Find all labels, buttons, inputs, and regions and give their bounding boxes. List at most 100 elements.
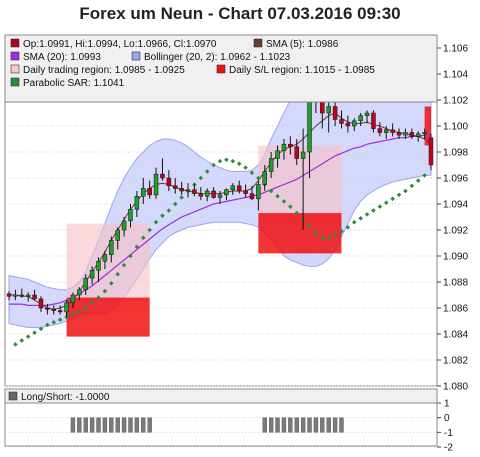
sar-dot bbox=[364, 212, 370, 217]
long-short-bar bbox=[102, 417, 108, 433]
candle-body bbox=[415, 133, 421, 137]
sar-dot bbox=[281, 199, 287, 204]
long-short-bar bbox=[320, 417, 325, 433]
candle-body bbox=[275, 150, 280, 159]
candle-body bbox=[141, 188, 146, 197]
candle-body bbox=[89, 270, 95, 279]
legend-swatch-long-short bbox=[8, 391, 18, 401]
lower-y-tick-label: 0 bbox=[444, 413, 450, 424]
candle-body bbox=[345, 123, 351, 127]
candle-body bbox=[409, 132, 415, 137]
candle-body bbox=[192, 189, 197, 194]
candle-body bbox=[115, 229, 120, 241]
sar-dot bbox=[307, 223, 312, 229]
candle-body bbox=[377, 128, 383, 133]
candle-body bbox=[57, 310, 63, 313]
long-short-bar bbox=[115, 417, 120, 433]
candle-body bbox=[83, 277, 88, 291]
candle-body bbox=[204, 190, 210, 197]
candle-body bbox=[256, 184, 261, 200]
candle-body bbox=[153, 173, 159, 196]
main-legend: Op:1.0991, Hi:1.0994, Lo:1.0966, Cl:1.09… bbox=[4, 34, 438, 103]
legend-text-parabolic-sar: Parabolic SAR: 1.1041 bbox=[23, 78, 125, 89]
candle-body bbox=[396, 132, 402, 136]
candle-body bbox=[230, 185, 236, 190]
candle-body bbox=[224, 189, 229, 196]
candle-body bbox=[288, 143, 293, 148]
sar-dot bbox=[128, 253, 133, 259]
long-short-bar bbox=[268, 417, 274, 433]
y-tick-label: 1.086 bbox=[443, 304, 468, 315]
candle-body bbox=[371, 112, 376, 129]
long-short-bar bbox=[134, 417, 140, 433]
sl-region bbox=[424, 106, 431, 146]
y-tick-label: 1.106 bbox=[443, 44, 468, 55]
sar-dot bbox=[358, 216, 363, 221]
sar-dot bbox=[352, 219, 357, 225]
long-short-bar bbox=[83, 417, 88, 433]
candle-body bbox=[300, 151, 306, 159]
y-tick-label: 1.092 bbox=[443, 226, 468, 237]
long-short-bar bbox=[281, 417, 287, 433]
sar-dot bbox=[383, 200, 389, 205]
candle-body bbox=[179, 188, 184, 192]
candle-body bbox=[249, 193, 255, 200]
candle-body bbox=[70, 294, 76, 304]
candle-body bbox=[45, 307, 50, 310]
candle-body bbox=[109, 240, 114, 255]
y-tick-label: 1.100 bbox=[443, 122, 468, 133]
candle-body bbox=[390, 129, 395, 133]
y-tick-label: 1.102 bbox=[443, 96, 468, 107]
candle-body bbox=[326, 106, 331, 114]
candle-body bbox=[96, 260, 101, 271]
legend-text-sma5: SMA (5): 1.0986 bbox=[266, 39, 339, 50]
y-tick-label: 1.080 bbox=[443, 382, 468, 393]
candle-body bbox=[134, 195, 140, 210]
y-tick-label: 1.088 bbox=[443, 278, 468, 289]
candle-body bbox=[294, 146, 299, 159]
y-tick-label: 1.084 bbox=[443, 330, 468, 341]
sl-region bbox=[258, 213, 342, 254]
legend-text-bollinger: Bollinger (20, 2): 1.0962 - 1.1023 bbox=[144, 52, 291, 63]
legend-swatch-sma5 bbox=[253, 38, 263, 48]
candle-body bbox=[64, 302, 69, 313]
long-short-bar bbox=[141, 417, 146, 433]
long-short-bar bbox=[275, 417, 280, 433]
chart-title: Forex um Neun - Chart 07.03.2016 09:30 bbox=[79, 4, 401, 23]
candle-body bbox=[173, 185, 178, 189]
candle-body bbox=[339, 119, 344, 124]
candle-body bbox=[332, 106, 338, 120]
candle-body bbox=[51, 309, 56, 311]
y-tick-label: 1.098 bbox=[443, 148, 468, 159]
legend-text-trading-region: Daily trading region: 1.0985 - 1.0925 bbox=[23, 65, 185, 76]
long-short-bar bbox=[70, 417, 76, 433]
candle-body bbox=[147, 188, 152, 196]
sl-region bbox=[66, 297, 150, 337]
candle-body bbox=[6, 293, 12, 297]
candle-body bbox=[236, 185, 242, 192]
candle-body bbox=[352, 120, 357, 127]
candle-body bbox=[211, 190, 216, 198]
candle-body bbox=[217, 194, 223, 198]
long-short-bar bbox=[288, 417, 293, 433]
candle-body bbox=[77, 289, 82, 296]
sar-dot bbox=[390, 196, 395, 202]
legend-swatch-sl-region bbox=[216, 64, 226, 74]
long-short-bar bbox=[89, 417, 95, 433]
lower-content bbox=[70, 417, 344, 433]
trading-region bbox=[66, 223, 150, 302]
legend-swatch-ohlc bbox=[10, 38, 20, 48]
candle-body bbox=[281, 143, 287, 151]
sar-dot bbox=[51, 320, 57, 325]
legend-swatch-trading-region bbox=[10, 64, 20, 74]
legend-text-sl-region: Daily S/L region: 1.1015 - 1.0985 bbox=[229, 65, 375, 76]
main-content bbox=[6, 63, 434, 347]
candle-body bbox=[160, 173, 165, 179]
long-short-bar bbox=[332, 417, 338, 433]
legend-swatch-sma20 bbox=[10, 51, 20, 61]
sar-dot bbox=[38, 326, 44, 332]
y-tick-label: 1.096 bbox=[443, 174, 468, 185]
lower-y-tick-label: 1 bbox=[444, 399, 450, 410]
long-short-bar bbox=[339, 417, 344, 433]
